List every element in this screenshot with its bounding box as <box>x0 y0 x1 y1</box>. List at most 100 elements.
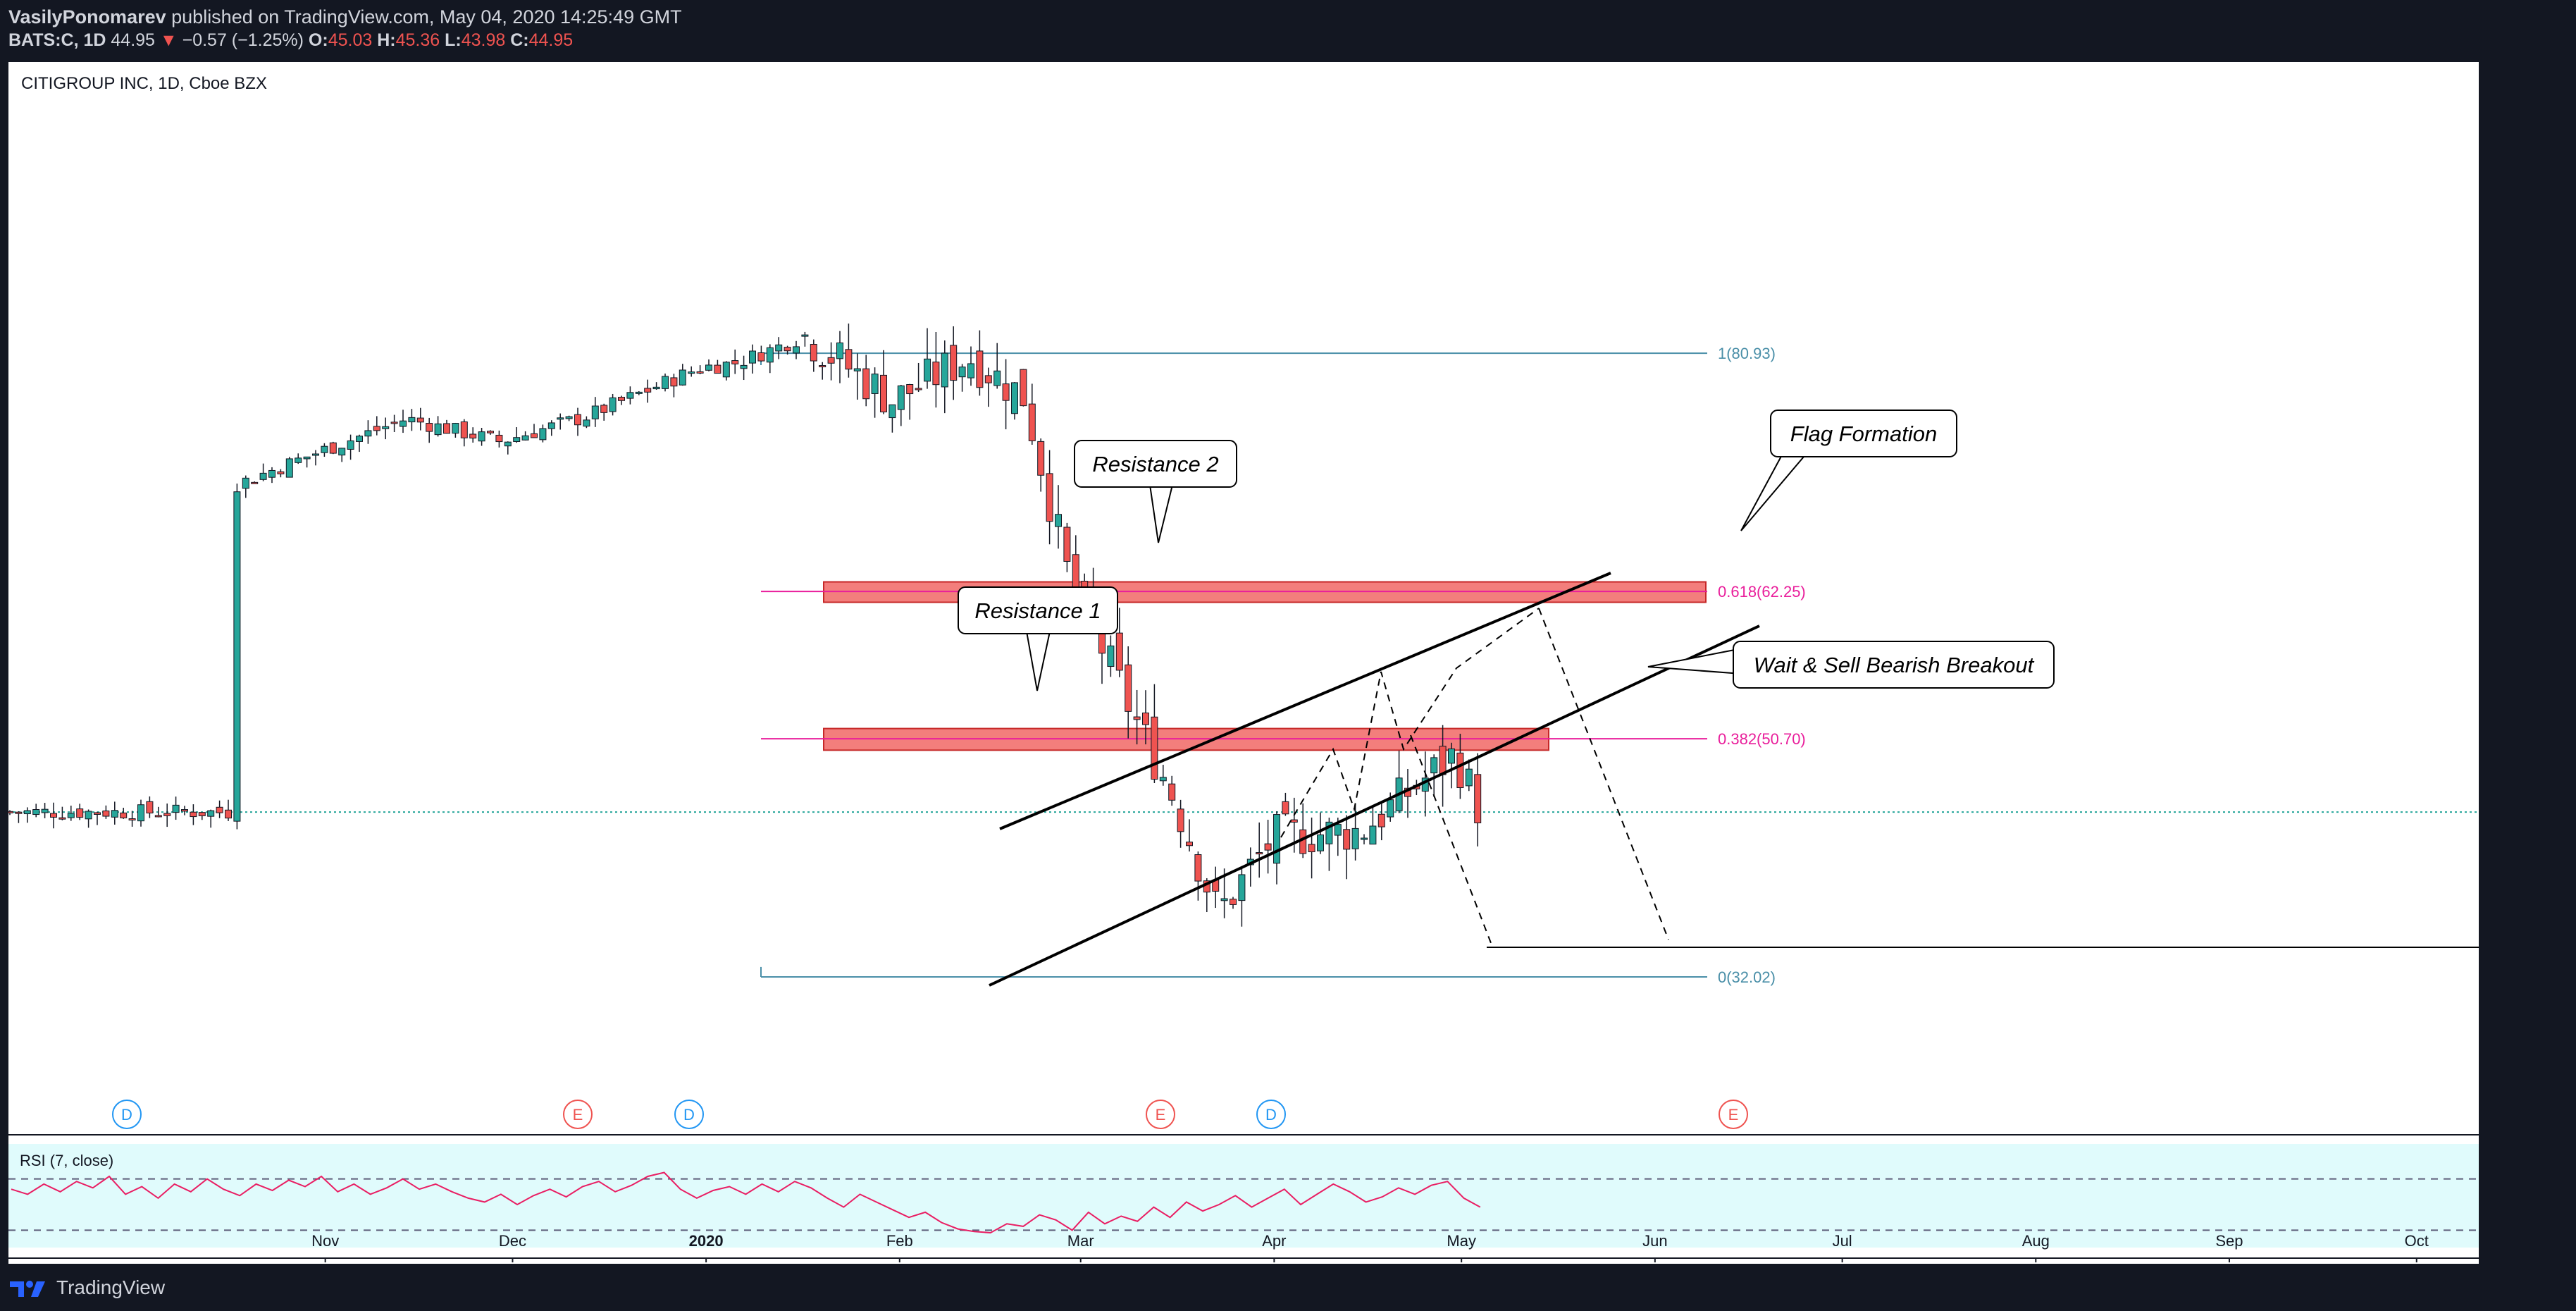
channel-lower-line <box>989 624 1760 987</box>
candle-body <box>1343 829 1351 850</box>
event-marker-circle <box>112 1100 142 1129</box>
candle-body <box>784 347 791 352</box>
candle-body <box>50 813 57 818</box>
candle-body <box>521 435 529 441</box>
candle-body <box>644 388 652 393</box>
candle-body <box>67 813 75 818</box>
price-chart-svg[interactable]: 1(80.93) 0.618(62.25) 0.382(50.70) 0(32.02)… <box>6 62 2570 1264</box>
candle-body <box>1107 645 1115 667</box>
candle-body <box>1159 777 1167 782</box>
candle-body <box>591 405 599 419</box>
candle-body <box>225 809 232 819</box>
candle-body <box>1317 834 1324 851</box>
candle-body <box>443 423 450 434</box>
candle-body <box>958 367 966 378</box>
dividend-marker[interactable]: D <box>1256 1100 1286 1129</box>
candle-body <box>390 421 398 424</box>
candle-body <box>775 344 783 352</box>
earnings-marker[interactable]: E <box>1719 1100 1748 1129</box>
candle-body <box>1273 814 1280 864</box>
time-axis-tick: Jun <box>1642 1232 1667 1250</box>
chart-area[interactable]: 1(80.93) 0.618(62.25) 0.382(50.70) 0(32.02)… <box>6 62 2570 1264</box>
earnings-marker[interactable]: E <box>563 1100 593 1129</box>
candle-body <box>268 469 275 478</box>
candle-body <box>356 436 363 442</box>
candle-body <box>565 416 573 419</box>
candle-body <box>76 808 84 818</box>
candle-body <box>277 471 285 474</box>
callout-text: Resistance 2 <box>1092 452 1218 476</box>
time-axis-tick: Sep <box>2215 1232 2243 1250</box>
candle-body <box>338 448 346 456</box>
candle-body <box>871 374 879 394</box>
time-axis[interactable]: NovDec2020FebMarAprMayJunJulAugSepOctNov <box>311 1232 2479 1262</box>
time-axis-tick: Dec <box>499 1232 526 1250</box>
high-label: H: <box>377 30 396 50</box>
candle-body <box>1439 746 1447 775</box>
published-info: published on TradingView.com, May 04, 20… <box>171 6 682 27</box>
event-marker-label: E <box>573 1106 583 1124</box>
candle-body <box>897 385 905 410</box>
high-value: 45.36 <box>395 30 440 50</box>
candle-body <box>757 352 765 362</box>
earnings-marker[interactable]: E <box>1146 1100 1175 1129</box>
tradingview-logo[interactable]: TradingView <box>8 1272 165 1303</box>
candle-body <box>574 414 581 426</box>
callouts: Resistance 2 Resistance 1 Flag Formation Wa… <box>958 410 2055 691</box>
candle-body <box>836 342 843 359</box>
candlestick-series <box>6 324 1482 927</box>
candle-body <box>714 364 722 374</box>
candle-body <box>635 391 643 394</box>
author-name[interactable]: VasilyPonomarev <box>8 6 166 27</box>
rsi-label: RSI (7, close) <box>20 1152 113 1169</box>
callout-rect <box>1074 440 1237 488</box>
candle-body <box>539 428 547 441</box>
candle-body <box>984 375 992 383</box>
dividend-marker[interactable]: D <box>674 1100 704 1129</box>
fib-level-label: 0.618(62.25) <box>1718 583 1806 601</box>
candle-body <box>915 388 922 390</box>
callout-box: Resistance 2 <box>1074 440 1237 543</box>
candle-body <box>382 426 390 429</box>
candle-body <box>1230 899 1237 905</box>
close-value: 44.95 <box>528 30 574 50</box>
open-label: O: <box>308 30 328 50</box>
candle-body <box>1011 382 1018 414</box>
candle-body <box>190 811 197 818</box>
time-axis-tick: Jul <box>1833 1232 1852 1250</box>
candle-body <box>137 804 144 822</box>
candle-body <box>1151 716 1158 780</box>
event-marker-label: E <box>1156 1106 1166 1124</box>
candle-body <box>1168 783 1176 801</box>
candle-body <box>670 377 678 387</box>
event-marker-label: D <box>1265 1106 1277 1124</box>
candle-body <box>513 437 521 442</box>
close-label: C: <box>510 30 529 50</box>
candle-body <box>888 404 896 419</box>
candle-body <box>1002 383 1010 401</box>
candle-body <box>347 440 354 450</box>
candle-body <box>967 363 974 378</box>
candle-body <box>652 386 660 390</box>
candle-body <box>1194 854 1202 882</box>
candle-body <box>600 405 608 413</box>
candle-body <box>460 421 468 438</box>
candle-body <box>1334 824 1342 836</box>
candle-body <box>426 423 433 432</box>
candle-body <box>880 374 887 412</box>
candle-body <box>696 371 704 374</box>
dividend-marker[interactable]: D <box>112 1100 142 1129</box>
candle-body <box>688 371 695 374</box>
candle-body <box>801 334 809 337</box>
event-marker-circle <box>1719 1100 1748 1129</box>
candle-body <box>950 345 958 381</box>
callout-rect <box>1770 410 1957 457</box>
rsi-band <box>8 1144 2480 1248</box>
callout-text: Flag Formation <box>1790 421 1937 446</box>
candle-body <box>154 815 162 818</box>
candle-body <box>216 806 223 813</box>
event-marker-label: E <box>1728 1106 1739 1124</box>
callout-text: Resistance 1 <box>974 598 1101 623</box>
footer-bar: TradingView <box>0 1264 2576 1311</box>
chart-header: VasilyPonomarev published on TradingView… <box>0 0 2576 62</box>
